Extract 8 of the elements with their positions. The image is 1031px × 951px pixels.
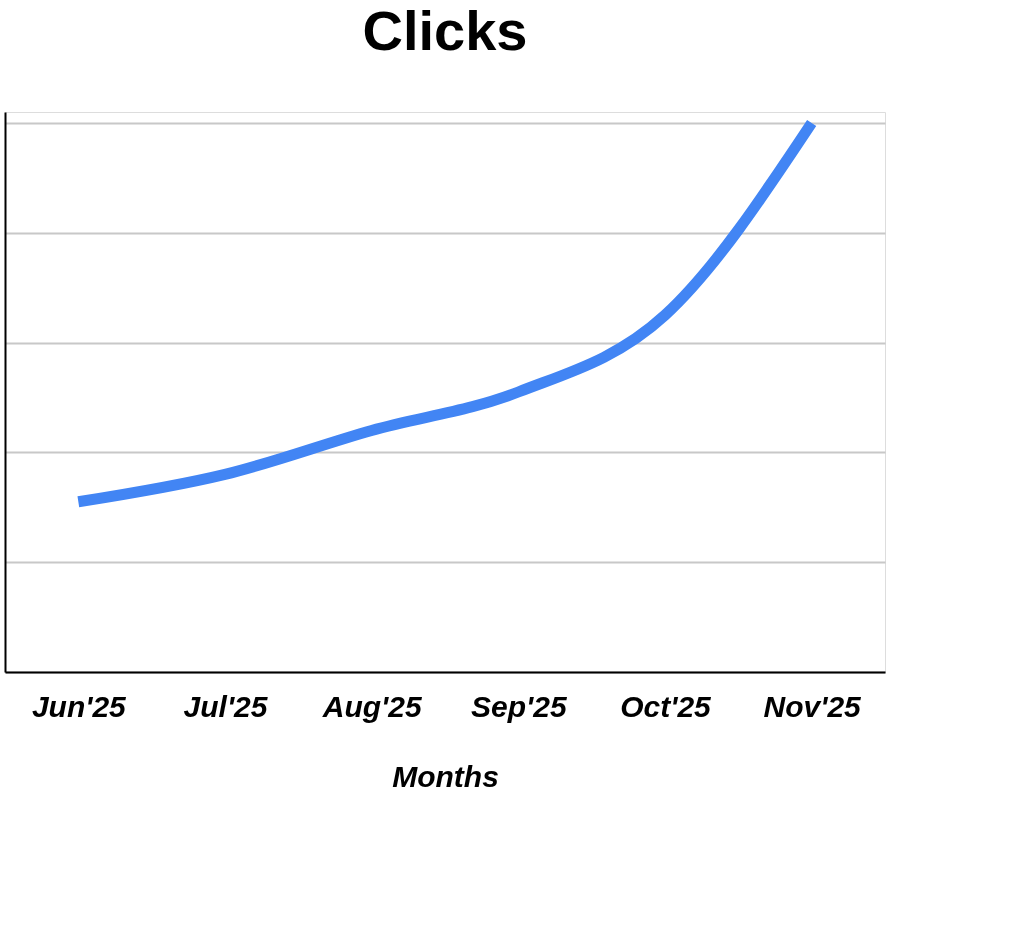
x-tick-label: Jul'25 bbox=[183, 689, 269, 723]
x-axis-title: Months bbox=[392, 759, 499, 793]
x-tick-label: Aug'25 bbox=[321, 689, 423, 723]
x-tick-label: Oct'25 bbox=[620, 689, 713, 723]
x-tick-label: Sep'25 bbox=[471, 689, 568, 723]
x-tick-label: Nov'25 bbox=[763, 689, 863, 723]
x-tick-label: Jun'25 bbox=[31, 689, 128, 723]
chart-title: Clicks bbox=[362, 0, 528, 62]
